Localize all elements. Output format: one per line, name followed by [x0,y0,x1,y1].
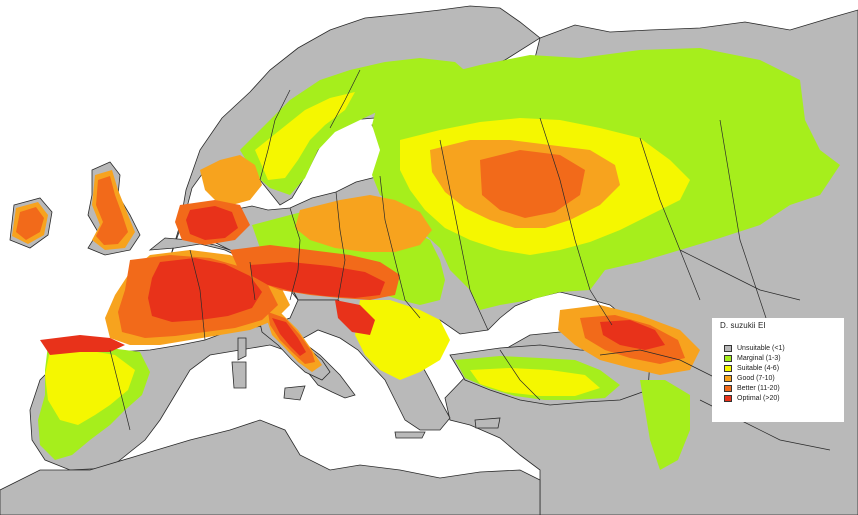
legend-item-marginal: Marginal (1-3) [724,353,785,363]
zone-better-east [480,150,585,218]
legend-swatch-suitable [724,364,732,372]
country-borders [109,69,831,451]
zone-suitable-iberia [45,350,135,425]
map-legend: D. suzukii EI Unsuitable (<1) Marginal (… [712,318,844,422]
legend-item-optimal: Optimal (>20) [724,393,785,403]
zone-optimal-balkans [335,300,375,335]
legend-label-suitable: Suitable (4-6) [737,364,780,372]
legend-label-better: Better (11-20) [737,384,780,392]
legend-label-unsuitable: Unsuitable (<1) [737,344,785,352]
land-sardinia [231,361,247,389]
land-north-africa [0,419,541,515]
legend-list: Unsuitable (<1) Marginal (1-3) Suitable … [724,343,785,403]
zone-suitable-balkans [355,300,450,380]
zone-suitable-turkey [470,368,600,396]
legend-swatch-optimal [724,394,732,402]
legend-item-suitable: Suitable (4-6) [724,363,785,373]
legend-label-optimal: Optimal (>20) [737,394,780,402]
land-sicily [283,385,306,401]
zone-suitable-scand [255,92,355,180]
zone-optimal-caucasus [600,320,665,350]
legend-label-good: Good (7-10) [737,374,775,382]
legend-swatch-unsuitable [724,344,732,352]
legend-swatch-good [724,374,732,382]
zone-better-britain [96,176,128,245]
legend-title: D. suzukii EI [720,321,766,330]
land-cyprus [474,417,501,429]
zone-marginal-caucasus [640,380,690,470]
zone-better-ireland [16,207,44,240]
zone-good-scand [200,155,262,205]
legend-item-good: Good (7-10) [724,373,785,383]
suitability-overlay [12,48,840,470]
legend-item-better: Better (11-20) [724,383,785,393]
zone-good-central [295,195,432,252]
zone-marginal-scand [240,58,470,195]
zone-optimal-iberia-north [40,335,125,355]
land-corsica [237,337,247,361]
land-crete [394,431,426,439]
zone-optimal-benelux [186,206,238,240]
zone-optimal-italy [272,318,306,356]
zone-optimal-alps [250,262,385,298]
legend-item-unsuitable: Unsuitable (<1) [724,343,785,353]
legend-label-marginal: Marginal (1-3) [737,354,781,362]
legend-swatch-marginal [724,354,732,362]
zone-optimal-france [148,258,262,322]
legend-swatch-better [724,384,732,392]
